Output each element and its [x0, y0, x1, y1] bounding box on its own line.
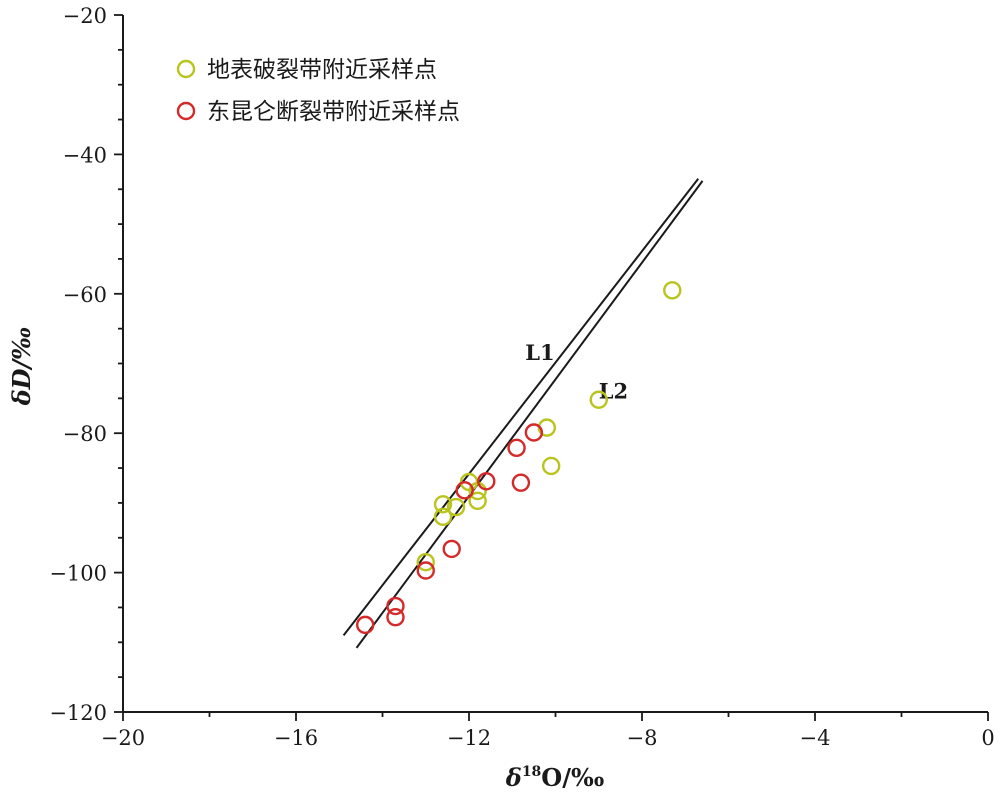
series-2-point [442, 539, 461, 559]
data-points [356, 281, 682, 635]
series-2-point [386, 608, 405, 627]
y-axis-ticks: −120 −100 −80 −60 −40 −20 [49, 4, 123, 725]
series-1-point [589, 390, 608, 409]
line-label-l2: L2 [599, 378, 628, 403]
x-tick-label: −8 [627, 726, 658, 750]
legend-label-1: 地表破裂带附近采样点 [207, 57, 437, 83]
x-axis-title: δ18O/‰ [505, 763, 604, 792]
legend-marker-1 [176, 59, 196, 79]
series-2-point [356, 615, 375, 635]
legend-label-2: 东昆仑断裂带附近采样点 [207, 99, 460, 125]
series-2-point [386, 596, 405, 616]
series-2-point [416, 561, 435, 580]
series-1-point [433, 507, 453, 527]
series-2-point [455, 481, 474, 500]
series-2-point [511, 473, 531, 492]
y-axis-title: δD/‰ [7, 327, 36, 407]
series-1-point [416, 552, 435, 572]
x-tick-label: 0 [981, 726, 994, 750]
series-1-point [468, 491, 487, 511]
y-tick-label: −20 [63, 4, 107, 28]
y-tick-label: −40 [63, 143, 107, 167]
series-1-point [663, 281, 682, 300]
x-axis-title-prefix: δ [505, 763, 522, 792]
reference-line-l2 [355, 180, 704, 649]
legend-marker-2 [176, 101, 196, 121]
series-2-point [477, 472, 496, 491]
series-2-point [524, 423, 544, 442]
series-1-point [446, 497, 466, 517]
reference-line-l1 [342, 178, 700, 636]
line-label-l1: L1 [525, 340, 554, 365]
x-axis-title-superscript: 18 [522, 764, 541, 780]
x-tick-label: −20 [101, 726, 145, 750]
x-tick-label: −4 [800, 726, 831, 750]
x-tick-label: −16 [274, 726, 318, 750]
y-tick-label: −80 [63, 422, 107, 446]
x-axis-title-suffix: O/‰ [541, 763, 604, 792]
series-2-point [507, 438, 526, 458]
y-tick-label: −60 [63, 283, 107, 307]
x-axis-ticks: −20 −16 −12 −8 −4 0 [101, 712, 995, 750]
reference-lines: L1 L2 [342, 178, 704, 649]
y-tick-label: −100 [49, 562, 107, 586]
y-tick-label: −120 [49, 701, 107, 725]
series-1-point [541, 456, 561, 476]
series-1-point [433, 495, 453, 514]
x-tick-label: −12 [447, 726, 491, 750]
